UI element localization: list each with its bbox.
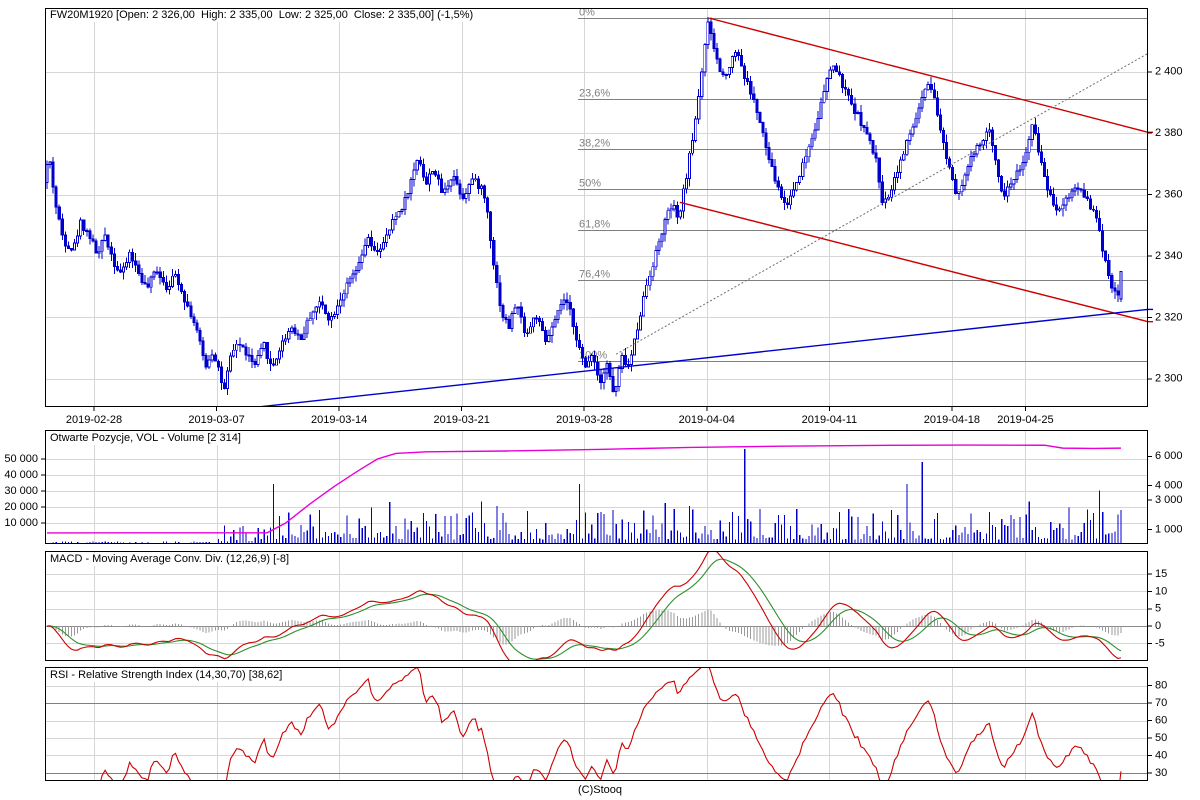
volume-tick-label: 6 000 <box>1155 450 1183 462</box>
lower-resistance-red <box>679 201 1147 323</box>
macd-tick-label: -5 <box>1155 637 1165 649</box>
candles-layer <box>46 16 1123 397</box>
macd-panel-title: MACD - Moving Average Conv. Div. (12,26,… <box>48 553 292 566</box>
date-tick-label: 2019-03-07 <box>188 414 244 426</box>
fib-level-label: 23,6% <box>579 88 610 100</box>
rsi-line <box>100 668 1122 780</box>
volume-panel-title: Otwarte Pozycje, VOL - Volume [2 314] <box>48 432 243 445</box>
rsi-tick-label: 60 <box>1155 714 1167 726</box>
date-tick-label: 2019-04-11 <box>802 414 857 426</box>
open-interest-line <box>46 444 1121 534</box>
rsi-tick-label: 70 <box>1155 697 1167 709</box>
rsi-tick-label: 40 <box>1155 749 1167 761</box>
date-tick-label: 2019-04-04 <box>679 414 735 426</box>
support-blue <box>260 308 1147 406</box>
date-tick-label: 2019-03-21 <box>434 414 490 426</box>
fib-level-label: 38,2% <box>579 138 610 150</box>
date-tick-label: 2019-04-18 <box>924 414 980 426</box>
date-tick-label: 2019-04-25 <box>997 414 1053 426</box>
macd-tick-label: 5 <box>1155 603 1161 615</box>
fib-level-label: 0% <box>579 7 595 19</box>
price-tick-label: 2 340 <box>1155 250 1183 262</box>
volume-bars-layer <box>52 449 1122 543</box>
volume-tick-label: 3 000 <box>1155 494 1183 506</box>
macd-tick-label: 10 <box>1155 585 1167 597</box>
axes-layer: 2 400 2 380 2 360 2 340 2 320 2 300 2019-02-28… <box>4 66 1182 779</box>
open-interest-tick-label: 30 000 <box>4 485 38 497</box>
price-tick-label: 2 400 <box>1155 66 1183 78</box>
instrument-ohlc-title: FW20M1920 [Open: 2 326,00 High: 2 335,00… <box>48 9 476 22</box>
upper-resistance-red <box>709 17 1147 133</box>
date-tick-label: 2019-03-28 <box>556 414 612 426</box>
open-interest-tick-label: 10 000 <box>4 517 38 529</box>
macd-histogram <box>52 609 1122 647</box>
price-tick-label: 2 360 <box>1155 189 1183 201</box>
fib-level-label: 50% <box>579 178 601 190</box>
macd-line <box>46 552 1122 660</box>
rsi-tick-label: 30 <box>1155 767 1167 779</box>
price-tick-label: 2 320 <box>1155 311 1183 323</box>
open-interest-tick-label: 50 000 <box>4 453 38 465</box>
open-interest-tick-label: 20 000 <box>4 501 38 513</box>
fib-level-label: 61,8% <box>579 219 610 231</box>
price-tick-label: 2 380 <box>1155 127 1183 139</box>
date-tick-label: 2019-03-14 <box>311 414 367 426</box>
macd-tick-label: 0 <box>1155 620 1161 632</box>
open-interest-tick-label: 40 000 <box>4 469 38 481</box>
fib-level-label: 76,4% <box>579 269 610 281</box>
macd-tick-label: 15 <box>1155 568 1167 580</box>
trendlines-layer <box>260 17 1147 406</box>
copyright-label: (C)Stooq <box>577 784 623 796</box>
rsi-panel-title: RSI - Relative Strength Index (14,30,70)… <box>48 669 285 682</box>
macd-signal-line <box>46 558 1122 660</box>
grid-layer <box>46 9 1147 780</box>
price-tick-label: 2 300 <box>1155 373 1183 385</box>
volume-tick-label: 1 000 <box>1155 523 1183 535</box>
rsi-tick-label: 50 <box>1155 732 1167 744</box>
rsi-tick-label: 80 <box>1155 679 1167 691</box>
rising-gray <box>615 53 1147 355</box>
volume-tick-label: 4 000 <box>1155 479 1183 491</box>
date-tick-label: 2019-02-28 <box>66 414 122 426</box>
